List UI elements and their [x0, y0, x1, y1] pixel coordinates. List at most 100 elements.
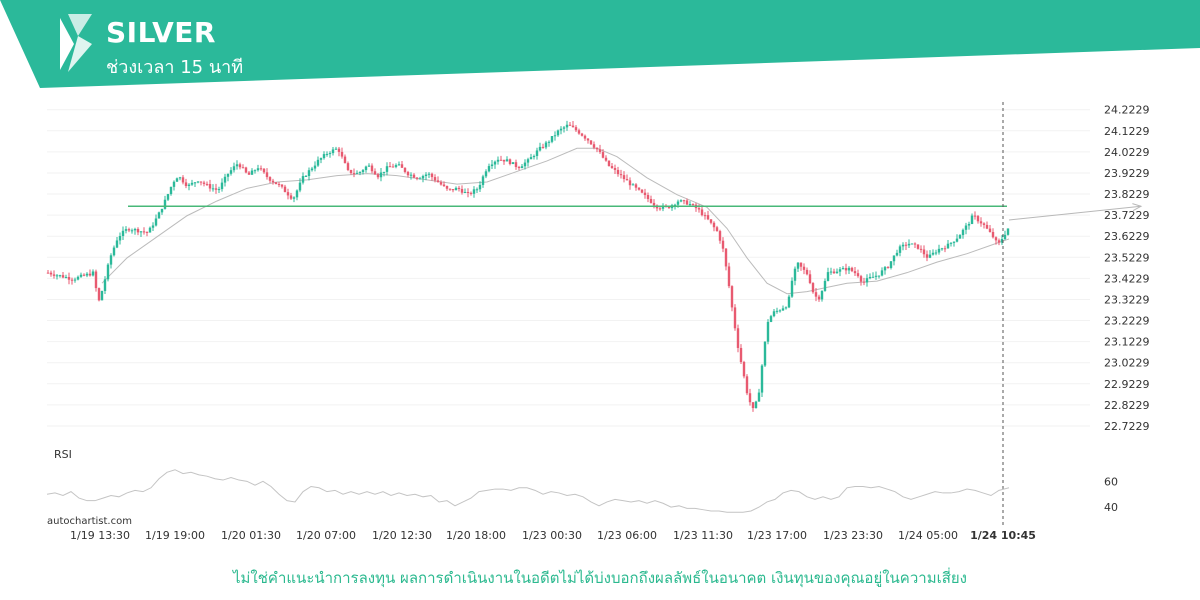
candle-body [850, 267, 854, 272]
candle-body [1000, 239, 1004, 243]
candle-body [238, 164, 242, 168]
candle-body [637, 187, 641, 190]
price-tick-label: 24.0229 [1104, 146, 1150, 159]
candle-body [163, 199, 167, 209]
candle-body [985, 224, 989, 229]
candle-body [139, 231, 143, 233]
candle-body [964, 225, 968, 230]
candle-body [802, 266, 806, 270]
candle-body [151, 225, 155, 228]
candle-body [859, 276, 863, 282]
price-tick-label: 23.6229 [1104, 230, 1150, 243]
candle-body [823, 280, 827, 291]
candle-body [175, 178, 179, 182]
candle-body [796, 262, 800, 269]
time-tick-label: 1/20 12:30 [372, 529, 432, 542]
candle-body [379, 172, 383, 178]
candle-body [865, 278, 869, 283]
candle-body [784, 307, 788, 309]
candle-body [673, 204, 677, 206]
candle-body [829, 271, 833, 273]
candle-body [715, 227, 719, 232]
candle-body [502, 159, 506, 162]
candle-body [265, 172, 269, 178]
candle-body [544, 142, 548, 148]
candle-body [460, 188, 464, 193]
candle-body [421, 176, 425, 179]
candle-body [94, 271, 98, 289]
candle-body [571, 125, 575, 128]
candle-body [700, 209, 704, 216]
candle-body [343, 156, 347, 164]
candle-body [646, 195, 650, 199]
candle-body [607, 160, 611, 167]
candle-body [583, 135, 587, 139]
candle-body [442, 184, 446, 187]
price-tick-label: 23.2229 [1104, 315, 1150, 328]
candle-body [286, 192, 290, 196]
rsi-label: RSI [54, 448, 72, 461]
time-tick-label: 1/20 18:00 [446, 529, 506, 542]
price-tick-label: 23.4229 [1104, 272, 1150, 285]
candle-body [196, 181, 200, 183]
candle-body [718, 231, 722, 241]
candle-body [847, 267, 851, 271]
candle-body [52, 274, 56, 276]
candle-body [898, 246, 902, 253]
candle-body [157, 212, 161, 219]
candle-body [955, 238, 959, 242]
candle-body [640, 189, 644, 193]
candle-body [388, 166, 392, 168]
rsi-tick-label: 60 [1104, 475, 1118, 488]
candle-body [430, 173, 434, 178]
time-tick-label: 1/23 17:00 [747, 529, 807, 542]
candle-body [775, 310, 779, 312]
candle-body [367, 165, 371, 167]
time-tick-label: 1/19 13:30 [70, 529, 130, 542]
rsi-panel: 60 40 [46, 469, 1118, 514]
candle-body [868, 276, 872, 279]
price-tick-label: 23.5229 [1104, 251, 1150, 264]
header-band [0, 0, 1200, 88]
time-tick-label: 1/24 05:00 [898, 529, 958, 542]
candle-body [223, 176, 227, 183]
grid-lines [47, 109, 1090, 427]
candle-body [202, 182, 206, 184]
candle-body [643, 192, 647, 196]
candle-body [697, 208, 701, 210]
candle-body [856, 273, 860, 277]
candle-body [970, 215, 974, 224]
candle-body [361, 170, 365, 173]
candle-body [130, 230, 134, 232]
candle-body [916, 244, 920, 249]
candle-body [616, 169, 620, 175]
candle-body [496, 159, 500, 162]
candle-body [619, 174, 623, 176]
candle-body [205, 183, 209, 185]
candle-body [262, 168, 266, 173]
candle-body [742, 361, 746, 377]
price-tick-label: 24.2229 [1104, 104, 1150, 117]
candle-body [376, 174, 380, 178]
candle-body [709, 219, 713, 223]
candle-body [808, 274, 812, 284]
candle-body [109, 255, 113, 265]
candle-body [991, 231, 995, 238]
candle-body [229, 170, 233, 174]
candle-body [484, 171, 488, 177]
candle-body [418, 178, 422, 180]
candle-body [925, 254, 929, 258]
time-tick-label: 1/23 11:30 [673, 529, 733, 542]
candle-body [835, 271, 839, 274]
candle-body [454, 187, 458, 191]
candle-body [862, 281, 866, 283]
price-tick-label: 22.8229 [1104, 399, 1150, 412]
candle-body [370, 165, 374, 172]
candle-body [724, 248, 728, 267]
candle-body [631, 184, 635, 186]
candle-body [733, 307, 737, 329]
candle-body [436, 180, 440, 183]
candle-body [403, 167, 407, 173]
candle-body [406, 172, 410, 176]
time-tick-label: 1/23 06:00 [597, 529, 657, 542]
